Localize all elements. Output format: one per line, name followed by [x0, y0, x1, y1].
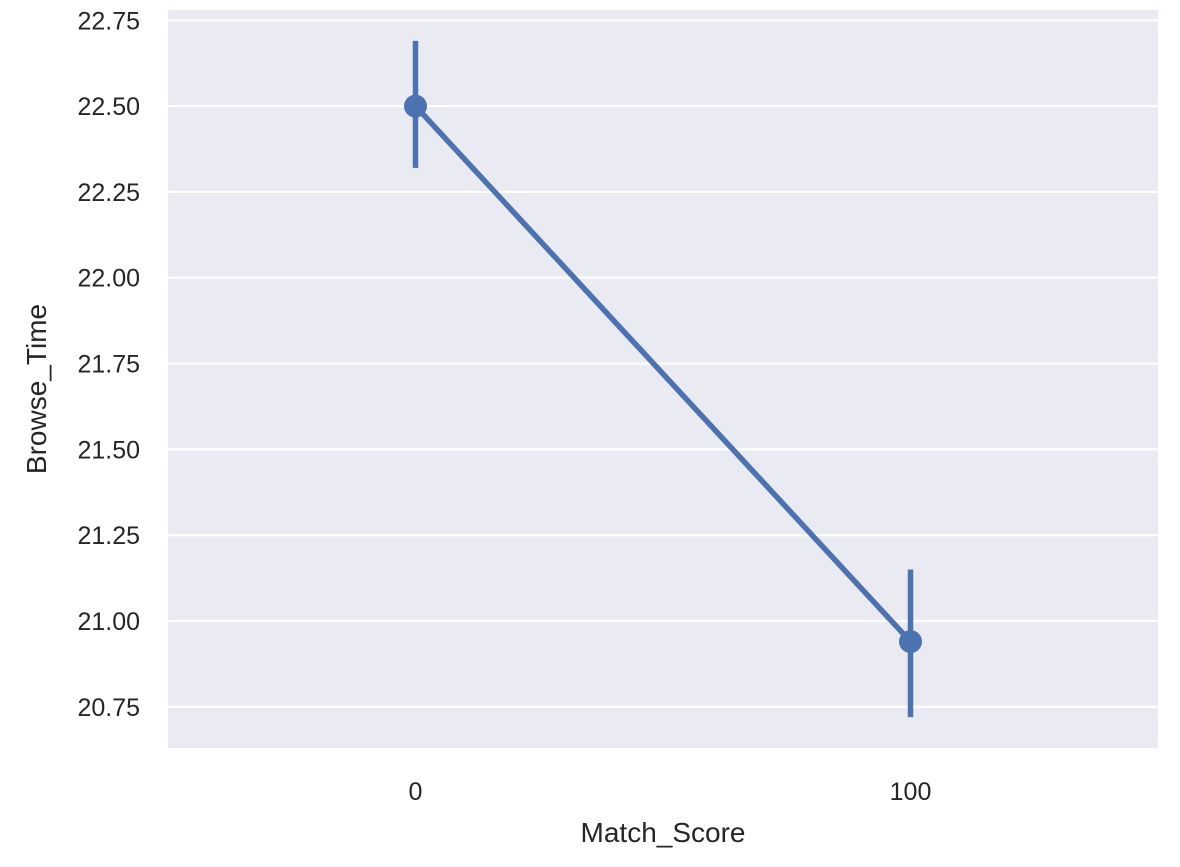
grid-lines — [168, 19, 1158, 708]
y-tick-label: 22.75 — [77, 7, 140, 35]
x-axis-label: Match_Score — [581, 817, 746, 848]
y-axis-label: Browse_Time — [21, 304, 52, 474]
data-point — [899, 630, 922, 654]
data-point — [404, 94, 427, 118]
y-tick-label: 21.25 — [77, 522, 140, 550]
series-group — [404, 40, 922, 718]
y-tick-label: 22.00 — [77, 265, 140, 293]
y-tick-label: 20.75 — [77, 694, 140, 722]
x-tick-label: 0 — [409, 778, 423, 806]
y-tick-label: 21.00 — [77, 608, 140, 636]
series-line — [412, 103, 914, 645]
y-tick-label: 21.50 — [77, 436, 140, 464]
x-tick-label: 100 — [890, 778, 932, 806]
y-tick-label: 22.50 — [77, 93, 140, 121]
x-tick-labels: 0 100 — [409, 778, 932, 806]
y-tick-label: 22.25 — [77, 179, 140, 207]
y-tick-labels: 20.75 21.00 21.25 21.50 21.75 22.00 22.25 22.50… — [77, 7, 140, 722]
y-tick-label: 21.75 — [77, 351, 140, 379]
plot-area — [168, 10, 1158, 748]
